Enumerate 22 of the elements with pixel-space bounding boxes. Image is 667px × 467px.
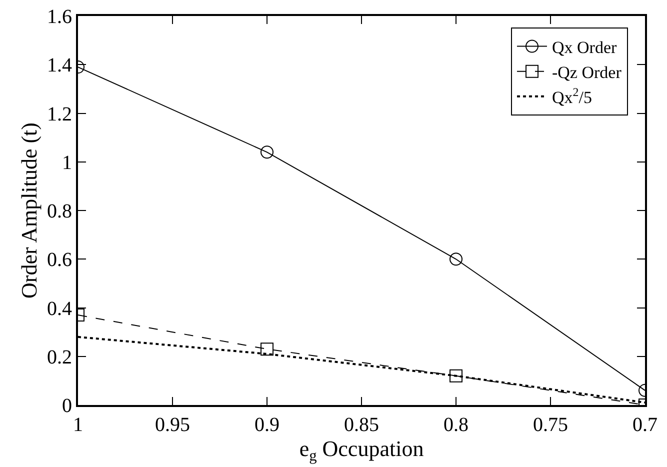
y-tick-label: 0.2 (47, 346, 72, 368)
x-tick-label: 0.7 (632, 414, 658, 436)
y-tick-label: 0 (62, 395, 72, 417)
y-axis-title: Order Amplitude (t) (16, 122, 42, 298)
legend-label: Qx$^{2}$/5 (552, 84, 592, 108)
x-tick-label: 0.8 (444, 414, 468, 436)
legend-label: -Qz Order (552, 62, 622, 82)
y-tick-label: 0.4 (47, 298, 72, 320)
x-tick-label: 0.9 (254, 414, 280, 436)
y-tick-label: 1.6 (47, 6, 72, 28)
point (450, 369, 462, 382)
y-tick-label: 1 (62, 152, 72, 174)
y-tick-label: 0.6 (47, 249, 72, 272)
x-tick-label: 0.75 (533, 414, 568, 436)
y-tick-label: 0.8 (47, 200, 72, 222)
x-axis-title: e$_{g}$ Occupation (299, 436, 424, 465)
y-tick-label: 1.4 (47, 54, 72, 77)
x-tick-label: 0.95 (155, 414, 190, 436)
y-tick-label: 1.2 (47, 103, 72, 126)
point (260, 342, 274, 356)
x-tick-label: 0.85 (344, 414, 379, 436)
legend-label: Qx Order (552, 38, 617, 57)
